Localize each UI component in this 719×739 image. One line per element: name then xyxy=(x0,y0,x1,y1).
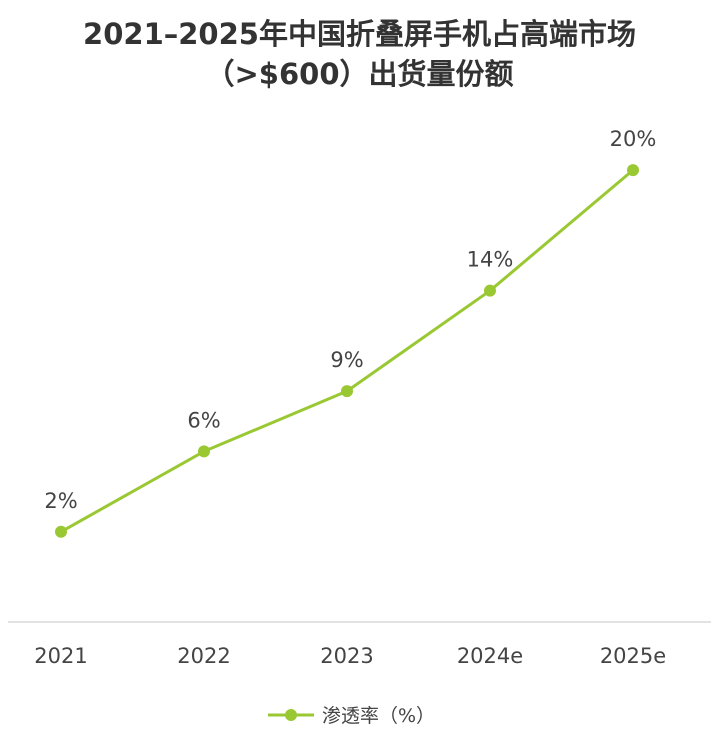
x-tick-label-2021: 2021 xyxy=(34,644,87,668)
x-tick-label-2022: 2022 xyxy=(177,644,230,668)
x-tick-label-2024e: 2024e xyxy=(457,644,523,668)
x-tick-labels: 2021 2022 2023 2024e 2025e xyxy=(34,644,666,668)
series-layer: 2% 6% 9% 14% 20% xyxy=(44,127,656,538)
data-label-2024e: 14% xyxy=(467,248,514,272)
legend-point-marker xyxy=(285,709,297,721)
data-label-2021: 2% xyxy=(44,489,77,513)
legend-series-name: 渗透率（%） xyxy=(322,705,435,727)
x-tick-label-2023: 2023 xyxy=(320,644,373,668)
legend: 渗透率（%） xyxy=(268,705,435,727)
data-point-2024e xyxy=(484,284,496,297)
x-tick-label-2025e: 2025e xyxy=(600,644,666,668)
data-label-2025e: 20% xyxy=(610,127,657,151)
data-point-2023 xyxy=(341,385,353,398)
chart-subtitle: （>$600）出货量份额 xyxy=(205,57,514,91)
chart-title-block: 2021–2025年中国折叠屏手机占高端市场 （>$600）出货量份额 xyxy=(0,14,719,94)
chart-title: 2021–2025年中国折叠屏手机占高端市场 xyxy=(83,17,636,51)
data-point-2021 xyxy=(55,525,67,538)
data-label-2023: 9% xyxy=(330,348,363,372)
data-point-2022 xyxy=(198,445,210,458)
data-label-2022: 6% xyxy=(187,408,220,432)
data-point-2025e xyxy=(627,164,639,177)
